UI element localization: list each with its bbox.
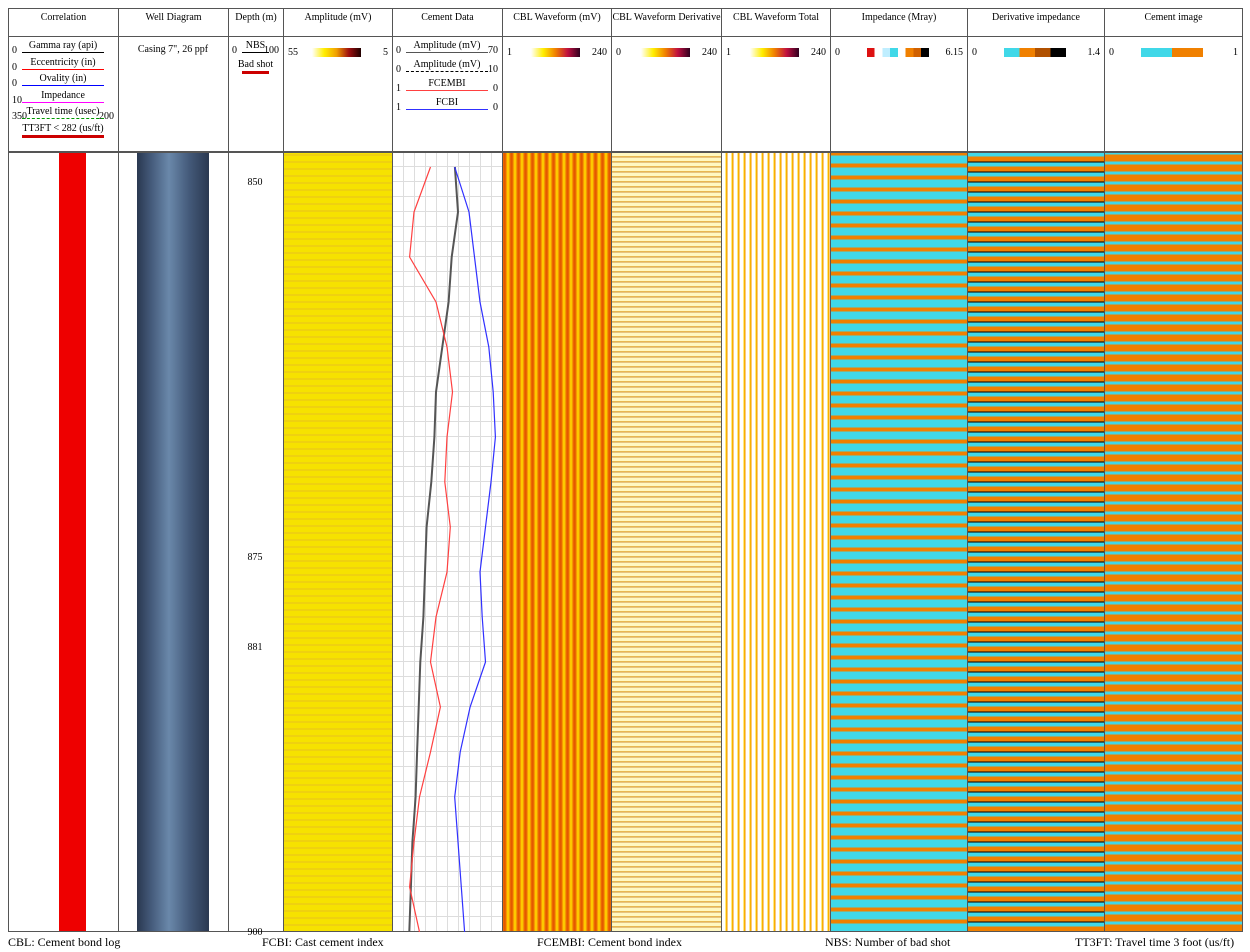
scale-line	[406, 71, 488, 72]
footnote: NBS: Number of bad shot	[825, 935, 950, 950]
scale-line	[406, 52, 488, 53]
scale-line	[22, 135, 104, 138]
scale-line	[22, 118, 104, 119]
track-title: Correlation	[8, 8, 119, 37]
track-title: Cement Data	[392, 8, 503, 37]
scale-line	[22, 85, 104, 86]
scale-line	[406, 109, 488, 110]
colorbar	[312, 48, 361, 57]
scale-max: 0	[468, 102, 498, 113]
scale-min: 0	[12, 62, 17, 73]
scale-label: Bad shot	[228, 59, 283, 70]
scale-line	[242, 71, 269, 74]
scale-min: 350	[12, 111, 27, 122]
footnote: FCEMBI: Cement bond index	[537, 935, 682, 950]
scale-max: 0	[468, 83, 498, 94]
scale-min: 0	[232, 45, 237, 56]
scale-max: 200	[84, 111, 114, 122]
scale-line	[22, 52, 104, 53]
track-body	[830, 152, 968, 932]
scale-line	[22, 102, 104, 103]
scale-line	[22, 69, 104, 70]
track-title: Impedance (Mray)	[830, 8, 968, 37]
colorbar-max: 6.15	[933, 47, 963, 58]
track-body	[392, 152, 503, 932]
scale-line	[242, 52, 269, 53]
scale-min: 0	[396, 64, 401, 75]
track-body	[118, 152, 229, 932]
scale-min: 10	[12, 95, 22, 106]
colorbar	[641, 48, 691, 57]
colorbar	[1141, 48, 1203, 57]
colorbar	[1004, 48, 1066, 57]
colorbar-min: 1	[507, 47, 512, 58]
track-title: Derivative impedance	[967, 8, 1105, 37]
scale-max: 100	[249, 45, 279, 56]
colorbar	[750, 48, 799, 57]
scale-min: 0	[12, 45, 17, 56]
colorbar-max: 240	[687, 47, 717, 58]
track-title: Amplitude (mV)	[283, 8, 393, 37]
colorbar-max: 240	[577, 47, 607, 58]
casing-note: Casing 7", 26 ppf	[118, 44, 228, 55]
track-title: Well Diagram	[118, 8, 229, 37]
colorbar-min: 1	[726, 47, 731, 58]
colorbar-max: 1	[1208, 47, 1238, 58]
track-body	[721, 152, 831, 932]
colorbar-min: 55	[288, 47, 298, 58]
track-body	[283, 152, 393, 932]
scale-label: Eccentricity (in)	[8, 57, 118, 68]
track-body	[611, 152, 722, 932]
track-body	[1104, 152, 1243, 932]
scale-min: 1	[396, 83, 401, 94]
scale-label: TT3FT < 282 (us/ft)	[8, 123, 118, 134]
track-title: Depth (m)	[228, 8, 284, 37]
colorbar-min: 0	[616, 47, 621, 58]
scale-line	[406, 90, 488, 91]
colorbar	[531, 48, 580, 57]
track-title: CBL Waveform (mV)	[502, 8, 612, 37]
footnote: FCBI: Cast cement index	[262, 935, 384, 950]
track-title: Cement image	[1104, 8, 1243, 37]
colorbar-min: 0	[972, 47, 977, 58]
track-body	[8, 152, 119, 932]
scale-max: 10	[468, 64, 498, 75]
colorbar-max: 240	[796, 47, 826, 58]
footnote: CBL: Cement bond log	[8, 935, 120, 950]
colorbar	[867, 48, 929, 57]
well-log-figure: CorrelationGamma ray (api)0Eccentricity …	[0, 0, 1250, 952]
colorbar-min: 0	[1109, 47, 1114, 58]
scale-min: 0	[12, 78, 17, 89]
scale-label: Ovality (in)	[8, 73, 118, 84]
colorbar-max: 5	[358, 47, 388, 58]
colorbar-max: 1.4	[1070, 47, 1100, 58]
scale-min: 0	[396, 45, 401, 56]
footnote: TT3FT: Travel time 3 foot (us/ft)	[1075, 935, 1234, 950]
scale-max: 70	[468, 45, 498, 56]
scale-label: Gamma ray (api)	[8, 40, 118, 51]
scale-min: 1	[396, 102, 401, 113]
track-body	[967, 152, 1105, 932]
track-body	[502, 152, 612, 932]
colorbar-min: 0	[835, 47, 840, 58]
scale-label: Impedance	[8, 90, 118, 101]
track-title: CBL Waveform Derivative	[611, 8, 722, 37]
track-title: CBL Waveform Total	[721, 8, 831, 37]
track-body	[228, 152, 284, 932]
